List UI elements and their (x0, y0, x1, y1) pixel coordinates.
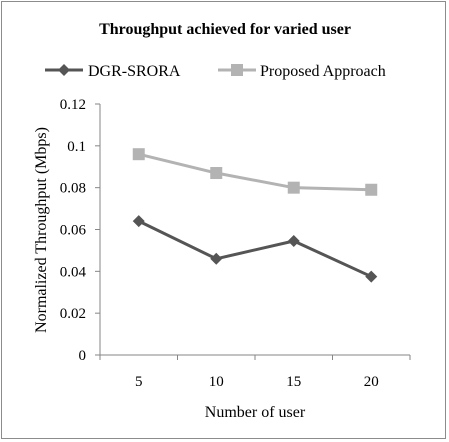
x-tick-label: 20 (364, 374, 379, 390)
y-tick-label: 0 (79, 348, 87, 364)
series-layer (132, 148, 378, 283)
y-tick-label: 0.06 (60, 223, 87, 239)
series-line-proposed-approach (138, 152, 372, 192)
x-axis-label: Number of user (205, 404, 306, 421)
data-point-proposed-approach (365, 183, 378, 196)
data-point-proposed-approach (287, 181, 300, 194)
legend-label-proposed-approach: Proposed Approach (260, 63, 386, 80)
chart-title: Throughput achieved for varied user (99, 21, 351, 38)
data-point-proposed-approach (132, 148, 145, 161)
data-point-dgr-srora (132, 215, 145, 228)
x-axis-ticks: 5 10 15 20 (99, 355, 411, 390)
x-tick-label: 15 (286, 374, 301, 390)
y-axis-ticks: 0 0.02 0.04 0.06 0.08 0.1 0.12 (60, 97, 100, 364)
data-point-dgr-srora (210, 252, 223, 265)
data-point-dgr-srora (365, 270, 378, 283)
series-line-dgr-srora (138, 219, 372, 278)
y-tick-label: 0.08 (60, 181, 86, 197)
data-point-dgr-srora (287, 235, 300, 248)
y-tick-label: 0.12 (60, 97, 86, 113)
legend-marker-dgr-srora (58, 64, 70, 76)
legend-label-dgr-srora: DGR-SRORA (88, 63, 181, 80)
legend: DGR-SRORA Proposed Approach (45, 63, 386, 80)
legend-marker-proposed-approach (231, 64, 243, 76)
y-tick-label: 0.1 (67, 139, 86, 155)
y-tick-label: 0.04 (60, 264, 87, 280)
y-tick-label: 0.02 (60, 306, 86, 322)
x-tick-label: 5 (135, 374, 143, 390)
data-point-proposed-approach (210, 167, 223, 180)
y-axis-label: Normalized Throughput (Mbps) (33, 127, 50, 333)
x-tick-label: 10 (209, 374, 224, 390)
